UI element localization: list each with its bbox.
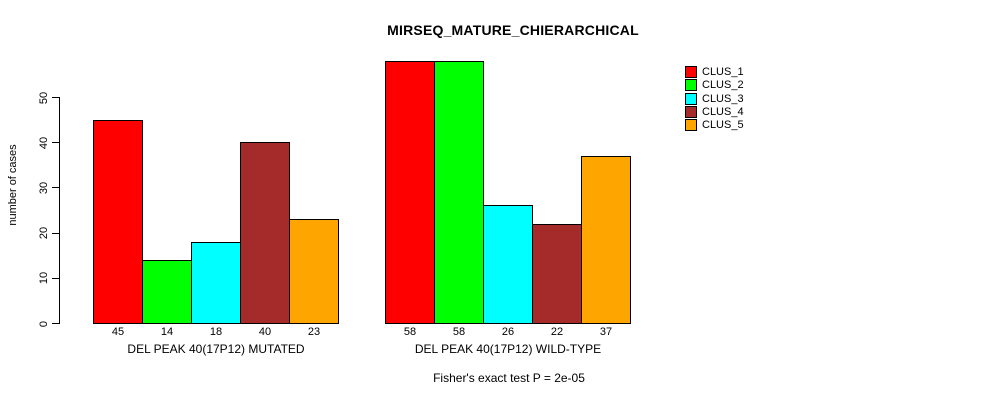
y-tick-label: 30	[38, 181, 50, 195]
y-tick-mark	[52, 142, 59, 144]
y-axis-line	[59, 97, 60, 324]
bar-clus_5-group2	[581, 156, 631, 324]
bar-value-label: 37	[599, 326, 613, 338]
bar-value-label: 22	[550, 326, 564, 338]
chart-title: MIRSEQ_MATURE_CHIERARCHICAL	[387, 22, 639, 38]
bar-value-label: 40	[258, 326, 272, 338]
legend-label-clus_3: CLUS_3	[702, 92, 744, 105]
legend-label-clus_5: CLUS_5	[702, 119, 744, 132]
bar-clus_2-group2	[434, 61, 484, 324]
legend-swatch-clus_3	[685, 92, 697, 105]
y-tick-label: 10	[38, 272, 50, 285]
bar-value-label: 18	[209, 326, 223, 338]
x-group-label: DEL PEAK 40(17P12) WILD-TYPE	[414, 342, 602, 356]
bar-value-label: 58	[452, 326, 466, 338]
y-tick-mark	[52, 323, 59, 324]
bar-clus_4-group2	[532, 224, 582, 324]
bar-clus_2-group1	[142, 260, 192, 324]
bar-value-label: 23	[307, 326, 321, 338]
x-group-label: DEL PEAK 40(17P12) MUTATED	[127, 342, 305, 356]
bar-value-label: 26	[501, 326, 515, 338]
legend-swatch-clus_2	[685, 79, 697, 92]
bar-clus_3-group2	[483, 205, 533, 324]
bar-clus_1-group2	[385, 61, 435, 324]
y-tick-label: 40	[38, 136, 50, 149]
legend-swatch-clus_1	[685, 66, 697, 78]
bar-value-label: 58	[403, 326, 417, 338]
legend-label-clus_2: CLUS_2	[702, 79, 744, 92]
y-tick-mark	[52, 277, 59, 279]
fisher-test-annotation: Fisher's exact test P = 2e-05	[433, 371, 585, 385]
y-tick-mark	[52, 187, 59, 189]
bar-clus_1-group1	[93, 120, 143, 324]
legend-swatch-clus_5	[685, 119, 697, 132]
bar-clus_3-group1	[191, 242, 241, 324]
legend-swatch-clus_4	[685, 105, 697, 118]
y-axis-title: number of cases	[7, 144, 19, 226]
legend-label-clus_1: CLUS_1	[702, 66, 744, 78]
bar-clus_5-group1	[289, 219, 339, 324]
bar-value-label: 14	[160, 326, 174, 338]
y-tick-mark	[52, 232, 59, 234]
legend-label-clus_4: CLUS_4	[702, 105, 744, 118]
y-tick-label: 50	[38, 91, 50, 104]
bar-value-label: 45	[111, 326, 125, 338]
y-tick-mark	[52, 97, 59, 98]
bar-clus_4-group1	[240, 142, 290, 324]
y-tick-label: 20	[38, 226, 50, 240]
y-tick-label: 0	[38, 320, 50, 327]
